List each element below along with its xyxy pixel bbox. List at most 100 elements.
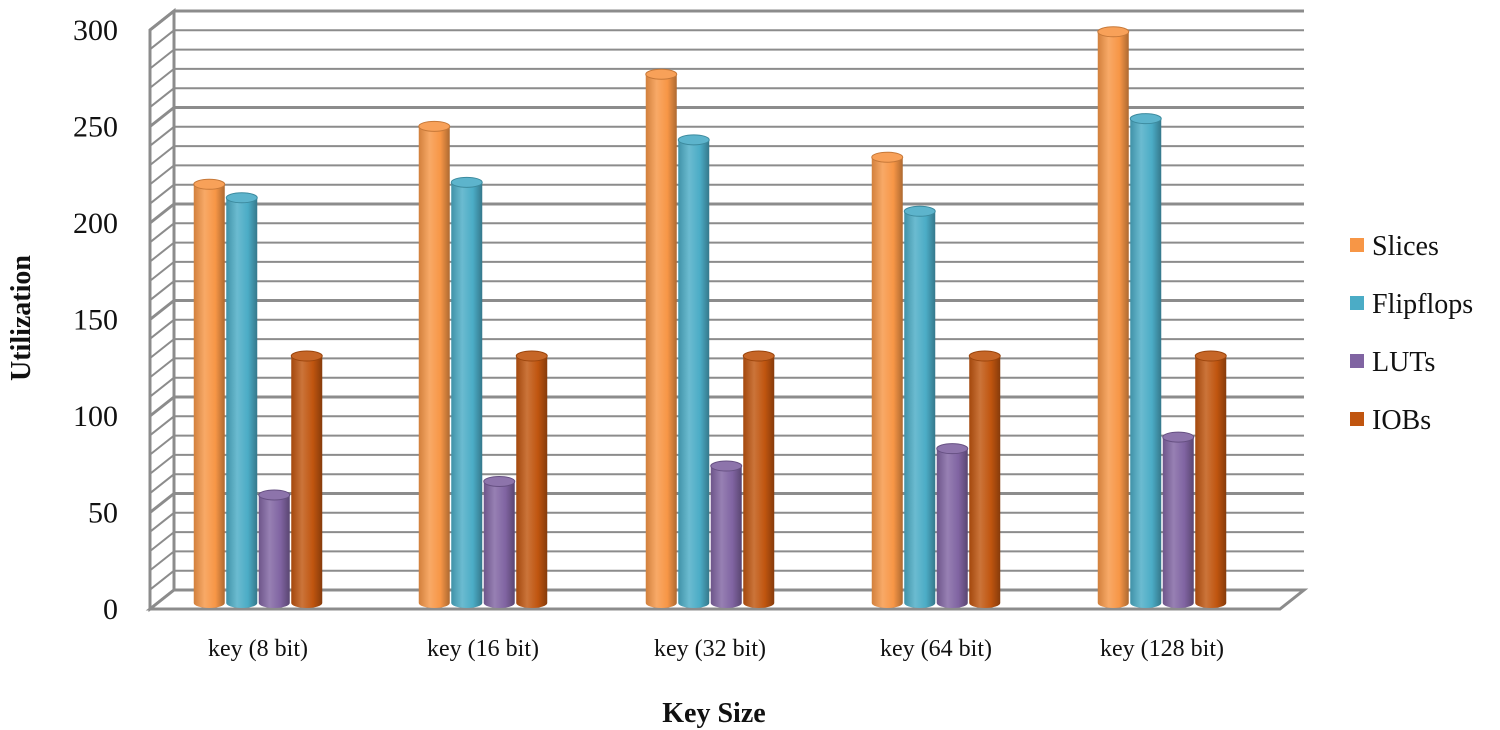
bar-cap (903, 205, 936, 217)
gridline-side (149, 434, 175, 456)
x-axis-ticks: key (8 bit) key (16 bit) key (32 bit) key (… (208, 636, 1224, 662)
bar-body (743, 356, 775, 608)
x-axis-title: Key Size (662, 698, 765, 729)
y-tick-label: 250 (73, 111, 118, 144)
bar-slices-key-64-bit (871, 151, 904, 609)
bar-cap (515, 350, 548, 362)
bar-luts-key-8-bit (258, 489, 291, 608)
x-tick-label: key (128 bit) (1100, 636, 1224, 662)
y-tick-label: 50 (88, 497, 118, 530)
bar-cap (483, 475, 516, 487)
legend-label: IOBs (1372, 405, 1431, 436)
bar-cap (645, 68, 678, 80)
bar-luts-key-32-bit (710, 460, 743, 608)
y-axis-ticks: 0 50 100 150 200 250 300 (73, 14, 118, 626)
gridline-side (149, 376, 175, 398)
gridline-side (149, 454, 175, 475)
gridline-side (149, 164, 175, 186)
y-tick-label: 300 (73, 14, 118, 47)
bar-flipflops-key-32-bit (677, 134, 710, 608)
legend: Slices Flipflops LUTs IOBs (1350, 231, 1473, 436)
bars (193, 26, 1227, 609)
bar-cap (290, 350, 323, 362)
bar-body (451, 182, 483, 608)
bar-body (1097, 31, 1129, 609)
legend-label: LUTs (1372, 347, 1435, 378)
bar-cap (193, 178, 226, 190)
gridline-side (149, 512, 175, 533)
gridline-side (149, 29, 175, 51)
bar-cap (710, 460, 743, 472)
y-tick-label: 150 (73, 304, 118, 337)
gridline-side (149, 473, 175, 494)
gridline-side (149, 492, 175, 514)
gridline-side (149, 299, 175, 321)
gridline-side (149, 261, 175, 282)
legend-swatch (1350, 238, 1364, 252)
bar-cap (418, 120, 451, 132)
bar-slices-key-32-bit (645, 68, 678, 608)
bar-body (193, 184, 225, 608)
bar-body (645, 74, 677, 608)
bar-cap (936, 443, 969, 455)
x-tick-label: key (64 bit) (880, 636, 992, 662)
gridline-side (149, 569, 175, 591)
bar-body (418, 126, 450, 609)
bar-body (678, 139, 710, 608)
gridline-side (149, 415, 175, 437)
y-tick-label: 0 (103, 593, 118, 626)
gridline-side (149, 357, 175, 379)
bar-flipflops-key-128-bit (1129, 113, 1162, 608)
legend-label: Flipflops (1372, 289, 1473, 320)
bar-cap (968, 350, 1001, 362)
gridline-side (149, 48, 175, 70)
bar-luts-key-16-bit (483, 475, 516, 608)
bar-body (258, 494, 290, 608)
bar-cap (1129, 113, 1162, 125)
bar-flipflops-key-64-bit (903, 205, 936, 608)
gridline-side (149, 319, 175, 340)
legend-item-iobs: IOBs (1350, 405, 1431, 436)
bar-flipflops-key-16-bit (450, 176, 483, 608)
bar-cap (450, 176, 483, 188)
bar-slices-key-8-bit (193, 178, 226, 608)
bar-iobs-key-128-bit (1194, 350, 1227, 608)
gridline-side (149, 395, 175, 418)
gridline-side (149, 531, 175, 552)
bar-cap (742, 350, 775, 362)
bar-iobs-key-32-bit (742, 350, 775, 608)
legend-item-luts: LUTs (1350, 347, 1435, 378)
gridline-side (149, 280, 175, 301)
gridline-side (149, 338, 175, 359)
bar-luts-key-64-bit (936, 443, 969, 608)
bar-flipflops-key-8-bit (225, 192, 258, 608)
bar-cap (225, 192, 258, 204)
gridline-side (149, 183, 175, 205)
legend-swatch (1350, 412, 1364, 426)
gridline-side (149, 126, 175, 147)
bar-body (969, 356, 1001, 608)
gridline-side (149, 145, 175, 166)
legend-item-slices: Slices (1350, 231, 1439, 262)
x-tick-label: key (32 bit) (654, 636, 766, 662)
bar-body (904, 211, 936, 608)
gridline-side (149, 87, 175, 108)
legend-label: Slices (1372, 231, 1439, 262)
legend-item-flipflops: Flipflops (1350, 289, 1473, 320)
bar-body (1195, 356, 1227, 608)
bar-body (1162, 437, 1194, 608)
bar-cap (1097, 26, 1130, 38)
bar-body (226, 197, 258, 608)
bar-cap (1162, 431, 1195, 443)
y-axis-title: Utilization (6, 255, 37, 381)
bar-cap (677, 134, 710, 146)
bar-iobs-key-8-bit (290, 350, 323, 608)
y-tick-label: 100 (73, 400, 118, 433)
bar-cap (1194, 350, 1227, 362)
gridline-side (149, 106, 175, 128)
bar-iobs-key-16-bit (515, 350, 548, 608)
bar-body (483, 481, 515, 608)
bar-body (516, 356, 548, 608)
bar-cap (258, 489, 291, 501)
bar-iobs-key-64-bit (968, 350, 1001, 608)
